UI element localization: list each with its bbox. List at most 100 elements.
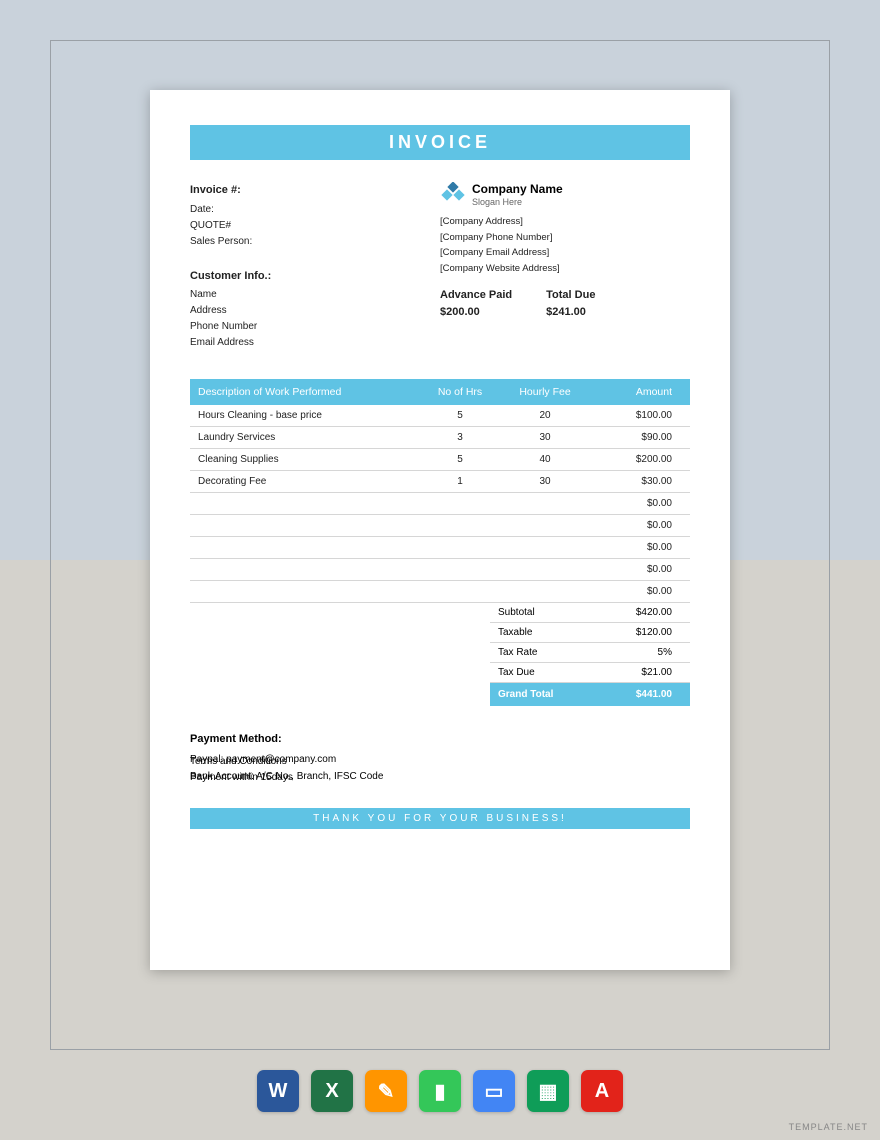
payment-heading: Payment Method: bbox=[190, 730, 450, 749]
table-cell: $0.00 bbox=[590, 581, 690, 603]
table-cell: Decorating Fee bbox=[190, 471, 420, 493]
company-header: Company Name Slogan Here bbox=[440, 182, 690, 208]
advance-paid-value: $200.00 bbox=[440, 304, 512, 322]
table-cell: 30 bbox=[500, 427, 590, 449]
table-cell: Cleaning Supplies bbox=[190, 449, 420, 471]
table-cell: $90.00 bbox=[590, 427, 690, 449]
customer-heading: Customer Info.: bbox=[190, 268, 415, 286]
format-icons-row: WX ✎ ▮ ▭ ▦ A bbox=[0, 1070, 880, 1112]
company-logo-icon bbox=[440, 182, 466, 208]
table-row: Cleaning Supplies540$200.00 bbox=[190, 449, 690, 471]
table-cell: $200.00 bbox=[590, 449, 690, 471]
table-cell: $0.00 bbox=[590, 559, 690, 581]
table-cell bbox=[420, 581, 500, 603]
table-header-row: Description of Work Performed No of Hrs … bbox=[190, 379, 690, 405]
table-row: $0.00 bbox=[190, 559, 690, 581]
customer-name: Name bbox=[190, 287, 415, 303]
totals-label: Subtotal bbox=[490, 603, 590, 623]
table-row: Hours Cleaning - base price520$100.00 bbox=[190, 405, 690, 427]
customer-email: Email Address bbox=[190, 335, 415, 351]
line-items-table: Description of Work Performed No of Hrs … bbox=[190, 379, 690, 603]
company-name: Company Name bbox=[472, 182, 563, 196]
table-cell: 1 bbox=[420, 471, 500, 493]
totals-row: Tax Rate5% bbox=[190, 643, 690, 663]
pdf-icon[interactable]: A bbox=[581, 1070, 623, 1112]
company-address: [Company Address] bbox=[440, 214, 690, 230]
table-cell bbox=[500, 581, 590, 603]
excel-icon[interactable]: X bbox=[311, 1070, 353, 1112]
table-cell: $0.00 bbox=[590, 493, 690, 515]
company-email: [Company Email Address] bbox=[440, 245, 690, 261]
table-cell: 5 bbox=[420, 449, 500, 471]
totals-row: Tax Due$21.00 bbox=[190, 663, 690, 683]
invoice-salesperson: Sales Person: bbox=[190, 234, 415, 250]
table-row: $0.00 bbox=[190, 493, 690, 515]
amounts-row: Advance Paid $200.00 Total Due $241.00 bbox=[440, 287, 690, 322]
table-cell: $30.00 bbox=[590, 471, 690, 493]
table-cell bbox=[190, 537, 420, 559]
company-slogan: Slogan Here bbox=[472, 197, 563, 208]
table-row: Laundry Services330$90.00 bbox=[190, 427, 690, 449]
table-cell: Laundry Services bbox=[190, 427, 420, 449]
thank-you-banner: THANK YOU FOR YOUR BUSINESS! bbox=[190, 808, 690, 829]
table-cell: 20 bbox=[500, 405, 590, 427]
table-row: $0.00 bbox=[190, 515, 690, 537]
table-cell: 30 bbox=[500, 471, 590, 493]
company-block: Company Name Slogan Here [Company Addres… bbox=[440, 182, 690, 351]
table-cell bbox=[500, 515, 590, 537]
table-row: $0.00 bbox=[190, 581, 690, 603]
table-cell bbox=[420, 493, 500, 515]
total-due-label: Total Due bbox=[546, 287, 595, 305]
grand-total-value: $441.00 bbox=[590, 683, 690, 706]
table-cell bbox=[420, 559, 500, 581]
grand-total-row: Grand Total$441.00 bbox=[190, 683, 690, 706]
table-cell: 5 bbox=[420, 405, 500, 427]
company-phone: [Company Phone Number] bbox=[440, 230, 690, 246]
total-due-block: Total Due $241.00 bbox=[546, 287, 595, 322]
invoice-quote: QUOTE# bbox=[190, 218, 415, 234]
totals-row: Subtotal$420.00 bbox=[190, 603, 690, 623]
table-cell bbox=[500, 537, 590, 559]
col-amount: Amount bbox=[590, 379, 690, 405]
invoice-number-label: Invoice #: bbox=[190, 182, 415, 200]
invoice-date: Date: bbox=[190, 202, 415, 218]
invoice-meta: Invoice #: Date: QUOTE# Sales Person: Cu… bbox=[190, 182, 415, 351]
totals-value: $21.00 bbox=[590, 663, 690, 683]
table-cell bbox=[420, 515, 500, 537]
col-hours: No of Hrs bbox=[420, 379, 500, 405]
google-sheets-icon[interactable]: ▦ bbox=[527, 1070, 569, 1112]
table-cell bbox=[190, 559, 420, 581]
totals-label: Tax Due bbox=[490, 663, 590, 683]
numbers-icon[interactable]: ▮ bbox=[419, 1070, 461, 1112]
google-docs-icon[interactable]: ▭ bbox=[473, 1070, 515, 1112]
table-cell: $0.00 bbox=[590, 515, 690, 537]
customer-address: Address bbox=[190, 303, 415, 319]
totals-label: Tax Rate bbox=[490, 643, 590, 663]
pages-icon[interactable]: ✎ bbox=[365, 1070, 407, 1112]
totals-row: Taxable$120.00 bbox=[190, 623, 690, 643]
grand-total-label: Grand Total bbox=[490, 683, 590, 706]
table-cell bbox=[420, 537, 500, 559]
totals-label: Taxable bbox=[490, 623, 590, 643]
payment-bank: Bank Account: A/C No., Branch, IFSC Code bbox=[190, 768, 450, 785]
payment-method: Payment Method: Paypal: payment@company.… bbox=[190, 730, 450, 785]
totals-value: $120.00 bbox=[590, 623, 690, 643]
col-hourly-fee: Hourly Fee bbox=[500, 379, 590, 405]
table-row: $0.00 bbox=[190, 537, 690, 559]
table-row: Decorating Fee130$30.00 bbox=[190, 471, 690, 493]
info-section: Invoice #: Date: QUOTE# Sales Person: Cu… bbox=[190, 182, 690, 351]
totals-section: Subtotal$420.00Taxable$120.00Tax Rate5%T… bbox=[190, 603, 690, 706]
company-details: [Company Address] [Company Phone Number]… bbox=[440, 214, 690, 277]
word-icon[interactable]: W bbox=[257, 1070, 299, 1112]
col-description: Description of Work Performed bbox=[190, 379, 420, 405]
invoice-title-banner: INVOICE bbox=[190, 125, 690, 160]
watermark: TEMPLATE.NET bbox=[789, 1122, 868, 1132]
payment-paypal: Paypal: payment@company.com bbox=[190, 751, 450, 768]
table-cell: 40 bbox=[500, 449, 590, 471]
table-cell bbox=[500, 559, 590, 581]
totals-value: $420.00 bbox=[590, 603, 690, 623]
total-due-value: $241.00 bbox=[546, 304, 595, 322]
company-website: [Company Website Address] bbox=[440, 261, 690, 277]
advance-paid-label: Advance Paid bbox=[440, 287, 512, 305]
table-cell: $100.00 bbox=[590, 405, 690, 427]
